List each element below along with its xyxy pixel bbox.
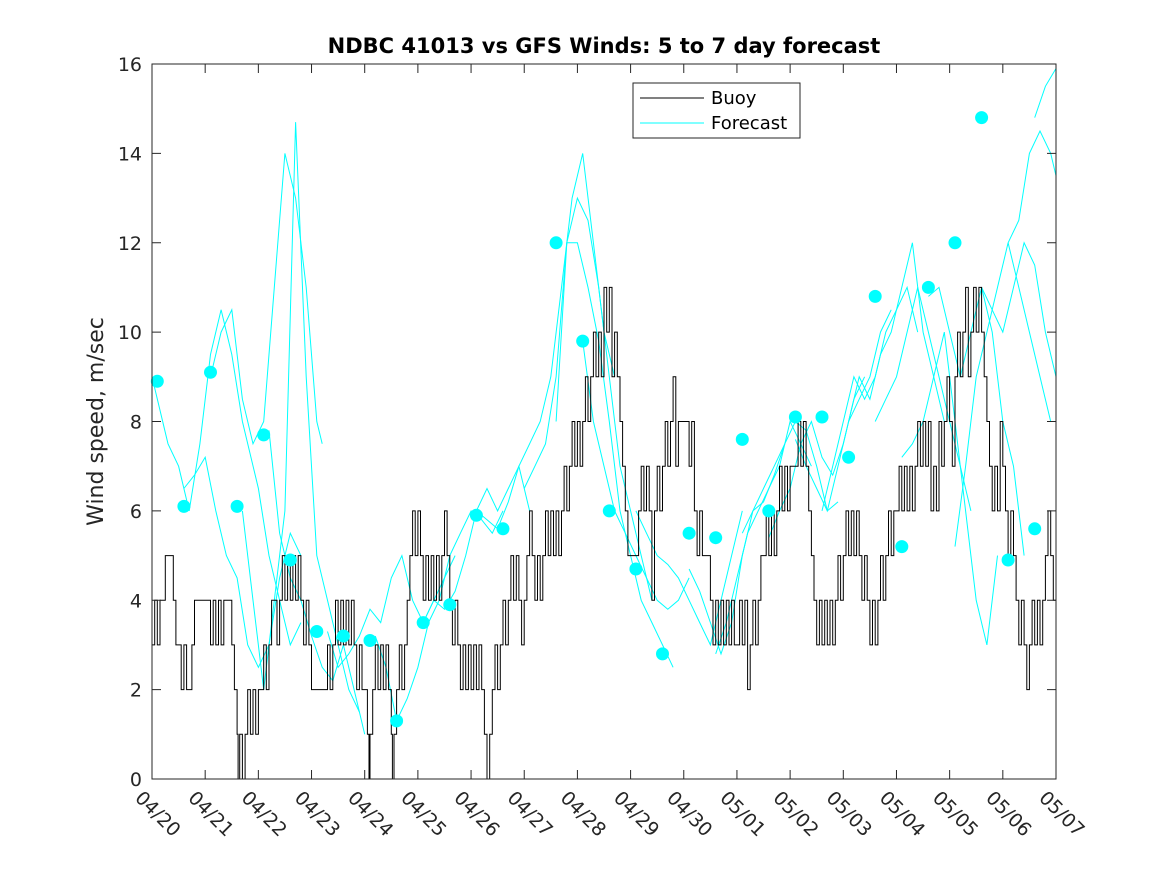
forecast-marker-27 bbox=[868, 289, 882, 303]
chart-title: NDBC 41013 vs GFS Winds: 5 to 7 day fore… bbox=[328, 34, 881, 58]
forecast-marker-14 bbox=[496, 522, 510, 536]
buoy-line bbox=[152, 286, 1056, 780]
forecast-marker-21 bbox=[709, 531, 723, 545]
y-tick-label: 0 bbox=[130, 769, 142, 791]
forecast-line-19 bbox=[821, 285, 919, 512]
forecast-marker-26 bbox=[842, 450, 856, 464]
forecast-marker-9 bbox=[363, 634, 377, 647]
legend: Buoy Forecast bbox=[632, 82, 801, 139]
legend-label-forecast: Forecast bbox=[711, 113, 787, 134]
forecast-marker-15 bbox=[549, 236, 563, 250]
forecast-marker-11 bbox=[416, 616, 430, 630]
forecast-line-18 bbox=[794, 309, 892, 513]
forecast-marker-16 bbox=[576, 334, 590, 348]
forecast-line-13 bbox=[635, 510, 743, 647]
forecast-line-25 bbox=[981, 241, 1057, 377]
forecast-marker-29 bbox=[921, 280, 935, 294]
forecast-marker-1 bbox=[150, 374, 164, 388]
forecast-line-3 bbox=[210, 153, 323, 446]
forecast-line-24 bbox=[954, 242, 1052, 547]
y-tick-label: 14 bbox=[118, 143, 142, 165]
forecast-marker-13 bbox=[469, 508, 483, 522]
forecast-marker-5 bbox=[257, 428, 271, 442]
forecast-marker-8 bbox=[336, 629, 350, 643]
legend-label-buoy: Buoy bbox=[711, 88, 757, 109]
forecast-marker-12 bbox=[443, 598, 457, 612]
forecast-line-1 bbox=[151, 309, 302, 647]
y-tick-label: 6 bbox=[130, 501, 142, 523]
forecast-marker-2 bbox=[177, 499, 191, 513]
forecast-markers bbox=[150, 111, 1042, 728]
forecast-marker-33 bbox=[1028, 522, 1042, 536]
forecast-marker-10 bbox=[390, 714, 404, 728]
forecast-marker-20 bbox=[682, 526, 696, 540]
y-tick-label: 16 bbox=[118, 54, 142, 76]
legend-box bbox=[632, 82, 801, 139]
y-tick-label: 12 bbox=[118, 233, 142, 255]
forecast-marker-6 bbox=[283, 553, 297, 567]
forecast-line-26 bbox=[1007, 129, 1057, 244]
forecast-marker-25 bbox=[815, 410, 829, 424]
y-tick-label: 8 bbox=[130, 412, 142, 434]
forecast-marker-31 bbox=[975, 111, 989, 125]
forecast-marker-17 bbox=[602, 504, 616, 518]
forecast-line-11 bbox=[555, 242, 674, 668]
forecast-line-27 bbox=[1034, 68, 1057, 118]
forecast-marker-30 bbox=[948, 236, 962, 250]
forecast-line-10 bbox=[523, 196, 653, 601]
forecast-marker-7 bbox=[310, 625, 324, 638]
forecast-marker-22 bbox=[735, 432, 749, 446]
forecast-marker-4 bbox=[230, 499, 244, 513]
forecast-line-16 bbox=[741, 420, 839, 534]
forecast-marker-24 bbox=[788, 410, 802, 424]
forecast-line-4 bbox=[241, 122, 360, 713]
forecast-line-20 bbox=[848, 242, 945, 422]
y-tick-label: 4 bbox=[130, 590, 142, 612]
buoy-series-line bbox=[152, 286, 1056, 780]
y-tick-label: 10 bbox=[118, 322, 142, 344]
plot-area bbox=[152, 64, 1056, 779]
y-axis: 0 2 4 6 8 10 12 14 16 bbox=[118, 54, 1056, 791]
forecast-marker-32 bbox=[1001, 553, 1015, 567]
forecast-marker-19 bbox=[656, 647, 669, 661]
forecast-line-2 bbox=[183, 455, 302, 669]
forecast-marker-23 bbox=[762, 504, 776, 518]
y-axis-label: Wind speed, m/sec bbox=[84, 317, 109, 526]
forecast-marker-28 bbox=[895, 540, 909, 554]
forecast-marker-3 bbox=[204, 365, 217, 379]
forecast-marker-18 bbox=[629, 562, 643, 576]
y-tick-label: 2 bbox=[130, 680, 142, 702]
forecast-line-14 bbox=[688, 443, 786, 656]
